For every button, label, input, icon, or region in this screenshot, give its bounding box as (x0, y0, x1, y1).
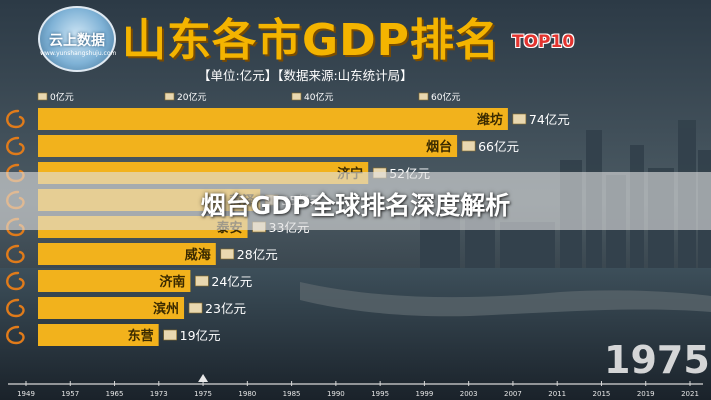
timeline-tick-label: 1995 (371, 390, 389, 398)
timeline-marker-icon (198, 374, 209, 382)
timeline-tick-label: 2007 (504, 390, 522, 398)
money-icon (188, 302, 203, 314)
site-logo: 云上数据 www.yunshangshuju.com (38, 6, 116, 72)
gdp-bar (38, 108, 508, 130)
current-year: 1975 (604, 338, 710, 382)
money-icon (163, 329, 177, 341)
timeline-tick-label: 1980 (238, 390, 256, 398)
bar-swirl-icon (6, 136, 25, 156)
bar-swirl-icon (6, 244, 25, 264)
gdp-bar (38, 297, 185, 319)
gdp-bar (38, 324, 159, 346)
value-axis-tick-label: 0亿元 (50, 91, 74, 103)
bar-city-label: 烟台 (426, 139, 452, 155)
axis-money-icon (291, 92, 302, 101)
bar-value-label: 74亿元 (529, 112, 570, 127)
timeline-tick-label: 2019 (637, 390, 655, 398)
headline-band (0, 172, 711, 230)
timeline-tick-label: 1949 (17, 390, 35, 398)
headline-text: 烟台GDP全球排名深度解析 (200, 191, 511, 220)
bar-swirl-icon (6, 298, 25, 318)
timeline-tick-label: 1973 (150, 390, 168, 398)
logo-text: 云上数据 (49, 33, 105, 49)
money-icon (220, 248, 235, 260)
bar-value-label: 28亿元 (237, 247, 278, 262)
gdp-bar (38, 270, 191, 292)
gdp-bar (38, 243, 216, 265)
timeline-tick-label: 2003 (460, 390, 478, 398)
timeline-tick-label: 1999 (415, 390, 433, 398)
bar-value-label: 66亿元 (478, 139, 519, 154)
axis-money-icon (164, 92, 175, 101)
bar-value-label: 23亿元 (205, 301, 246, 316)
bar-swirl-icon (6, 109, 25, 129)
money-icon (195, 275, 209, 287)
bar-city-label: 威海 (185, 247, 211, 263)
money-icon (512, 113, 527, 125)
value-axis-tick-label: 60亿元 (431, 91, 460, 103)
bar-value-label: 24亿元 (211, 274, 252, 289)
axis-money-icon (418, 92, 429, 101)
bar-city-label: 东营 (128, 328, 154, 344)
bar-city-label: 滨州 (153, 301, 179, 317)
bar-swirl-icon (6, 325, 25, 345)
bar-city-label: 潍坊 (477, 112, 503, 128)
gdp-bar (38, 135, 458, 157)
bar-city-label: 济南 (159, 274, 185, 290)
timeline-tick-label: 1990 (327, 390, 345, 398)
axis-money-icon (37, 92, 48, 101)
value-axis-tick-label: 40亿元 (304, 91, 333, 103)
page-title: 山东各市GDP排名 (122, 15, 500, 66)
timeline-tick-label: 1985 (283, 390, 301, 398)
bar-value-label: 19亿元 (180, 328, 221, 343)
logo-subtext: www.yunshangshuju.com (40, 50, 117, 57)
top10-badge: TOP10 (512, 32, 575, 52)
timeline-tick-label: 2011 (548, 390, 566, 398)
timeline-tick-label: 1965 (106, 390, 124, 398)
timeline-tick-label: 1957 (61, 390, 79, 398)
money-icon (461, 140, 476, 152)
timeline-tick-label: 2015 (593, 390, 611, 398)
bar-swirl-icon (6, 271, 25, 291)
value-axis-tick-label: 20亿元 (177, 91, 206, 103)
timeline-tick-label: 2021 (681, 390, 699, 398)
timeline-tick-label: 1975 (194, 390, 212, 398)
chart-subtitle: 【单位:亿元】【数据来源:山东统计局】 (198, 68, 413, 83)
